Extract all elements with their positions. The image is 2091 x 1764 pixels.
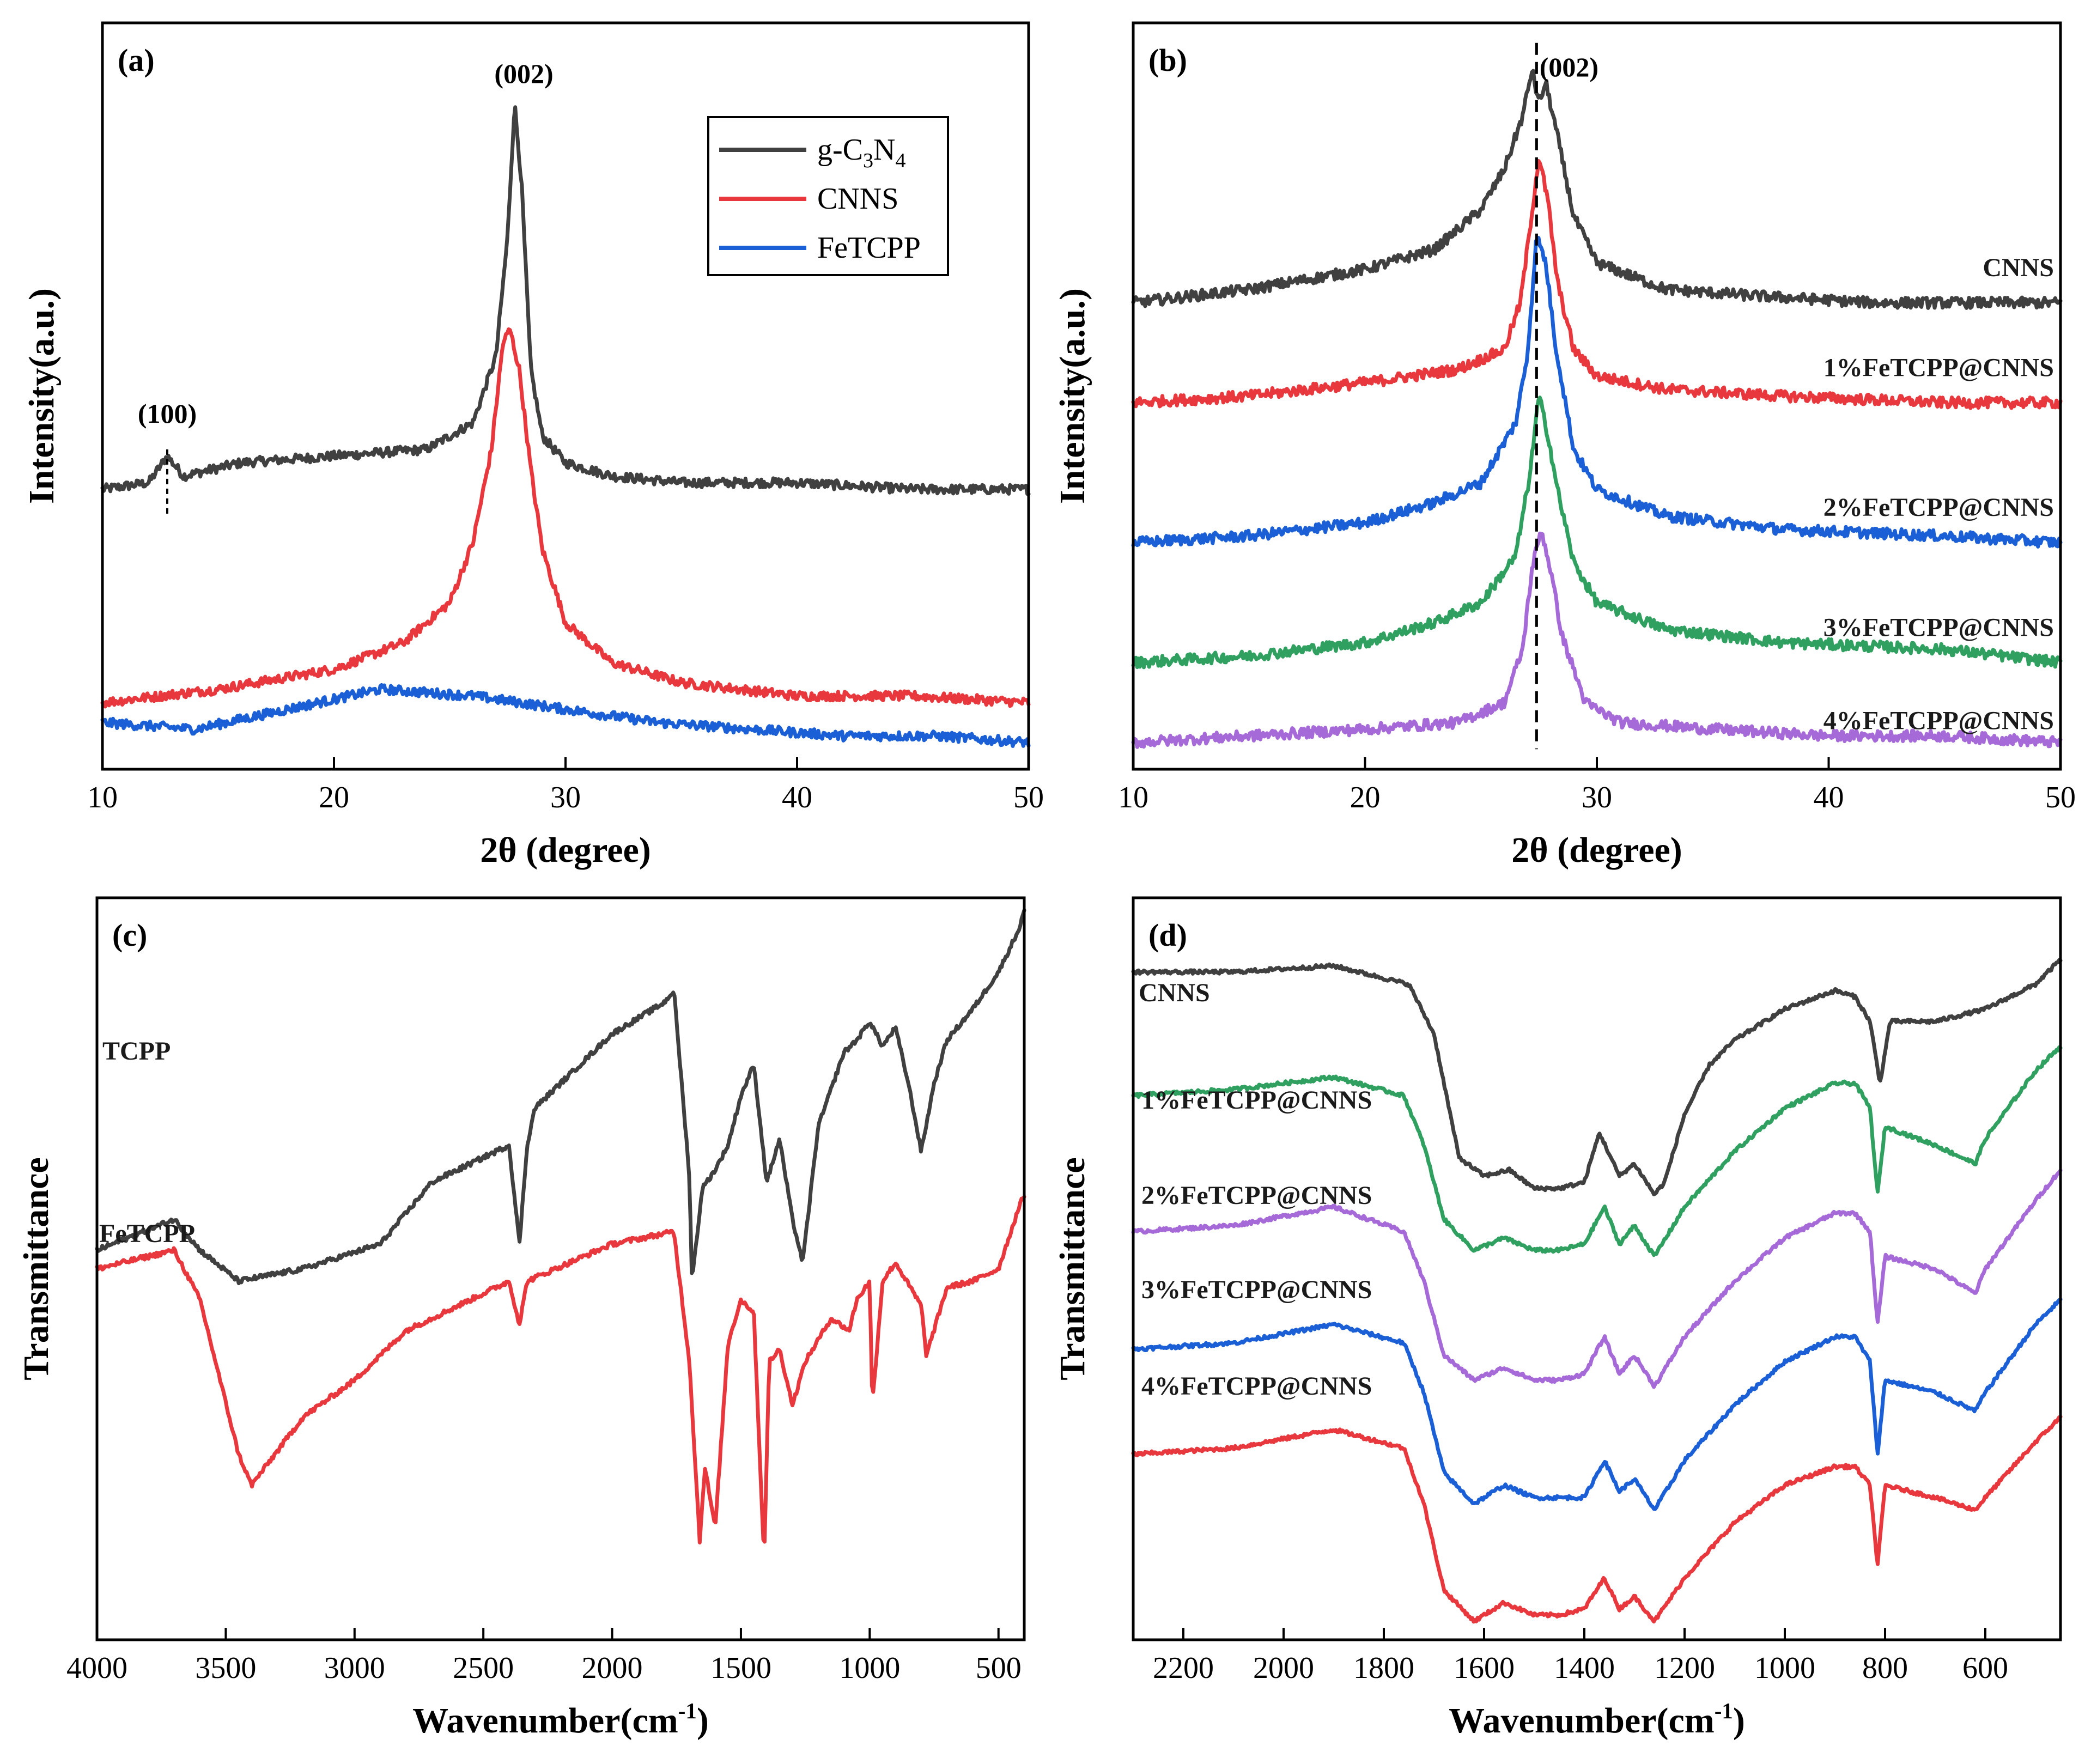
x-tick-label: 1000: [1754, 1651, 1815, 1685]
series-label: CNNS: [1139, 978, 1210, 1007]
x-axis-title: Wavenumber(cm-1): [412, 1699, 709, 1741]
series-label: 3%FeTCPP@CNNS: [1823, 613, 2054, 642]
x-tick-label: 1200: [1654, 1651, 1715, 1685]
series-line-0: [1131, 69, 2063, 310]
panel-label: (d): [1148, 917, 1187, 953]
series-line-3: [1131, 1297, 2063, 1511]
series-label: 1%FeTCPP@CNNS: [1823, 353, 2054, 382]
x-axis-title: 2θ (degree): [480, 830, 651, 870]
series-line-0: [95, 908, 1026, 1286]
panel-3: 2200 2000 1800 1600 1400 1200 1000 800 600 Wavenu…: [1053, 896, 2063, 1741]
y-axis-title: Intensity(a.u.): [1053, 288, 1092, 504]
x-tick-label: 3000: [324, 1651, 385, 1685]
x-tick-label: 30: [1582, 781, 1612, 814]
series-line-1: [1131, 1045, 2063, 1257]
series-label: 4%FeTCPP@CNNS: [1141, 1372, 1372, 1401]
x-tick-label: 600: [1962, 1651, 2008, 1685]
y-axis-title: Intensity(a.u.): [22, 288, 62, 504]
series-line-2: [1131, 1168, 2063, 1389]
x-tick-label: 1000: [839, 1651, 900, 1685]
plot-frame: [1132, 896, 2062, 1641]
series-label: 3%FeTCPP@CNNS: [1141, 1275, 1372, 1304]
x-tick-label: 800: [1862, 1651, 1908, 1685]
panel-0: 10 20 30 40 50 2θ (degree) Intensity(a.u.) (a) (…: [22, 21, 1044, 870]
peak-annotation: (100): [138, 398, 197, 429]
panel-label: (a): [118, 42, 155, 78]
x-axis-title: 2θ (degree): [1511, 830, 1682, 870]
x-tick-label: 40: [782, 781, 812, 814]
series-line-1: [1131, 159, 2063, 410]
x-tick-label: 20: [319, 781, 349, 814]
series-label: TCPP: [102, 1037, 171, 1066]
series-line-4: [1131, 1415, 2063, 1624]
x-tick-label: 2000: [1253, 1651, 1314, 1685]
legend-entry: FeTCPP: [817, 231, 921, 265]
x-tick-label: 40: [1814, 781, 1844, 814]
x-tick-label: 2500: [453, 1651, 514, 1685]
series-label: 4%FeTCPP@CNNS: [1823, 707, 2054, 735]
series-line-2: [1131, 236, 2063, 549]
series-line-4: [1131, 531, 2063, 749]
peak-annotation: (002): [1540, 52, 1598, 82]
x-tick-label: 1800: [1353, 1651, 1414, 1685]
series-label: 2%FeTCPP@CNNS: [1823, 493, 2054, 522]
panel-1: 10 20 30 40 50 2θ (degree) Intensity(a.u.) (b) (…: [1053, 21, 2076, 870]
series-line-1: [95, 1195, 1026, 1544]
x-tick-label: 30: [550, 781, 581, 814]
x-tick-label: 500: [976, 1651, 1022, 1685]
x-tick-label: 3500: [195, 1651, 256, 1685]
series-line-2: [100, 683, 1031, 748]
peak-annotation: (002): [494, 58, 553, 89]
x-tick-label: 50: [1013, 781, 1044, 814]
plot-frame: [95, 896, 1026, 1641]
series-label: 1%FeTCPP@CNNS: [1141, 1086, 1372, 1115]
x-tick-label: 1600: [1454, 1651, 1515, 1685]
series-line-3: [1131, 396, 2063, 670]
x-tick-label: 20: [1350, 781, 1381, 814]
panel-label: (b): [1148, 42, 1187, 78]
panel-label: (c): [112, 917, 147, 953]
series-label: 2%FeTCPP@CNNS: [1141, 1181, 1372, 1210]
x-tick-label: 1500: [710, 1651, 771, 1685]
series-label: FeTCPP: [99, 1219, 195, 1248]
y-axis-title: Transmittance: [1053, 1157, 1092, 1380]
x-axis-title: Wavenumber(cm-1): [1449, 1699, 1745, 1741]
x-tick-label: 1400: [1554, 1651, 1615, 1685]
x-tick-label: 10: [87, 781, 118, 814]
x-tick-label: 2200: [1153, 1651, 1214, 1685]
x-tick-label: 10: [1118, 781, 1148, 814]
x-tick-label: 4000: [66, 1651, 127, 1685]
series-label: CNNS: [1983, 253, 2054, 282]
legend-entry: CNNS: [817, 182, 898, 216]
x-tick-label: 2000: [582, 1651, 643, 1685]
legend-entry: g-C3N4: [817, 133, 906, 172]
panel-2: 4000 3500 3000 2500 2000 1500 1000 500 Wavenumbe…: [16, 896, 1026, 1741]
series-line-0: [1131, 958, 2063, 1196]
series-line-1: [100, 327, 1031, 709]
y-axis-title: Transmittance: [16, 1157, 56, 1380]
x-tick-label: 50: [2045, 781, 2076, 814]
series-line-0: [100, 105, 1031, 496]
